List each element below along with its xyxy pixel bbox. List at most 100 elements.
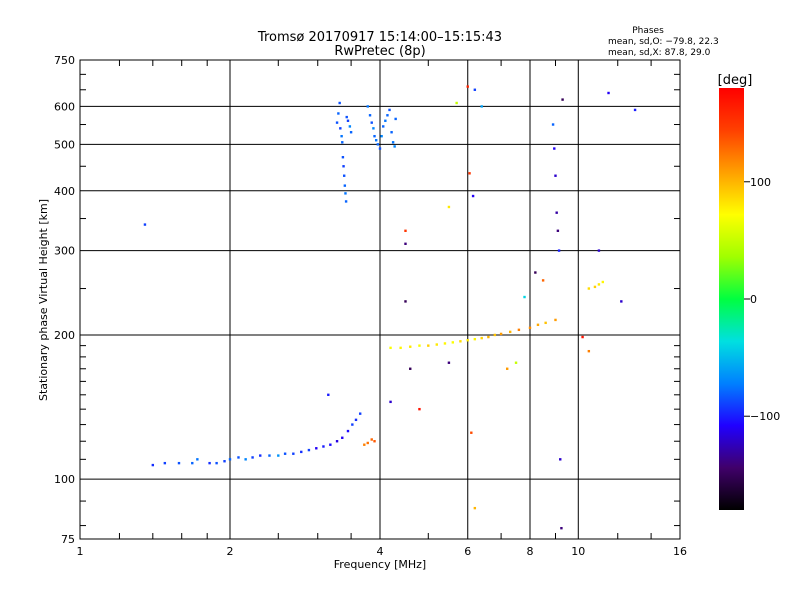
data-point-f1-trace [508,330,512,334]
data-point-scattered [447,361,451,364]
y-tick-label: 75 [61,533,75,546]
data-point-scattered [514,361,518,364]
data-point-f2-o-mode [337,112,340,115]
data-point-scattered [480,105,483,108]
x-tick-label: 4 [377,545,384,558]
data-point-f2-x-mode [382,125,385,128]
y-tick-label: 300 [54,245,75,258]
data-point-f1-trace [517,328,521,332]
data-point-e-trace [251,456,254,459]
chart-subtitle: RwPretec (8p) [334,44,425,59]
x-tick-label: 1 [77,545,84,558]
data-point-e-trace [208,461,211,465]
data-point-f2-o-mode [344,200,348,203]
data-point-f2-o-mode [335,121,339,124]
data-point-e-trace [363,443,366,446]
data-point-scattered [404,300,407,303]
plot-area: 1 2 4 6 8 10 16 75 100 200 300 400 500 600 750 [54,54,687,558]
data-point-f2-x-mode [374,139,378,142]
colorbar-unit-label: [deg] [718,73,753,88]
phase-colorbar: [deg] 100 0 −100 [718,73,780,510]
data-point-e-trace [163,461,167,465]
data-point-e-trace [354,418,358,422]
grid-lines [80,60,680,539]
stats-title: Phases [632,26,664,36]
data-point-f2-x-mode [384,119,387,122]
data-point-f1-trace [389,346,392,350]
data-point-scattered [471,194,475,198]
data-point-f1-trace [473,337,477,341]
data-point-f2-x-mode [393,145,396,148]
data-point-scattered [418,407,421,411]
data-point-scattered [534,271,537,274]
data-point-f1-trace [544,321,547,325]
data-point-f2-o-mode [346,119,350,122]
data-point-f2-o-mode [342,165,345,168]
data-point-f2-x-mode [370,121,373,124]
data-point-scattered [327,393,330,397]
data-point-f2-o-mode [341,156,345,159]
data-point-e-trace [366,441,369,445]
data-point-e-trace [358,412,362,415]
data-point-scattered [473,506,477,510]
data-point-e-trace [191,461,194,465]
data-point-scattered [557,249,561,252]
data-point-f2-x-mode [372,127,375,130]
data-point-scattered [607,91,610,95]
data-point-f1-trace [435,343,438,346]
y-tick-label: 600 [54,100,75,113]
x-tick-label: 2 [227,545,234,558]
data-point-f2-o-mode [341,141,344,144]
data-point-e-trace [151,463,155,467]
data-point-f1-trace [409,345,412,348]
data-point-f2-x-mode [394,117,397,121]
colorbar-gradient [719,88,744,510]
data-point-scattered [541,279,545,282]
data-point-f2-o-mode [345,115,348,119]
data-point-e-trace [370,438,373,441]
chart-title: Tromsø 20170917 15:14:00–15:15:43 [257,30,502,45]
data-point-e-trace [215,461,218,465]
data-point-f2-o-mode [348,125,352,128]
data-point-scattered [404,229,407,232]
data-point-f1-trace [451,341,455,344]
data-point-scattered [447,205,451,209]
data-point-e-trace [283,452,287,455]
y-tick-label: 100 [54,473,75,486]
stats-line-o: mean, sd,O: −79.8, 22.3 [608,37,719,47]
x-tick-label: 6 [464,545,471,558]
data-point-f2-x-mode [391,141,395,144]
data-point-e-trace [228,458,232,461]
colorbar-tick-label: −100 [750,410,780,423]
data-point-e-trace [351,423,354,426]
data-point-scattered [409,367,412,370]
data-point-scattered [473,88,477,91]
data-point-f1-trace [601,280,605,284]
data-point-scattered [466,85,469,88]
data-point-f2-x-mode [390,131,393,134]
colorbar-tick-label: 0 [750,293,757,306]
x-tick-labels: 1 2 4 6 8 10 16 [77,545,688,558]
data-point-f2-x-mode [378,147,382,150]
data-point-f1-trace [536,323,540,327]
y-tick-labels: 75 100 200 300 400 500 600 750 [54,54,75,546]
data-point-scattered [404,242,407,245]
data-point-f2-x-mode [386,114,389,117]
data-point-scattered [633,108,637,112]
minor-ticks [80,60,680,539]
data-point-f1-trace [418,344,421,347]
data-point-f2-x-mode [388,108,391,112]
data-point-scattered [560,526,563,530]
data-point-scattered [505,367,509,370]
data-point-scattered [551,123,555,126]
data-point-f1-trace [593,285,597,289]
data-point-f1-trace [528,326,532,330]
data-point-e-trace [292,452,295,455]
data-point-f2-o-mode [344,192,347,195]
data-point-f2-x-mode [380,134,383,138]
data-point-e-trace [244,458,247,461]
data-point-scattered [555,211,558,214]
data-point-e-trace [341,436,344,439]
data-point-e-trace [223,460,226,463]
data-point-f2-o-mode [338,101,341,105]
